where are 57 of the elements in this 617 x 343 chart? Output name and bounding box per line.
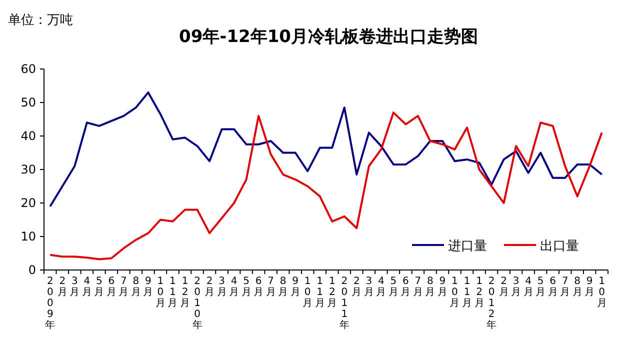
xtick: 2012年 [486, 276, 497, 331]
ylabel: 单位：万吨 [8, 13, 73, 28]
xtick: 7月 [560, 276, 570, 298]
xtick: 6月 [400, 276, 411, 298]
xtick: 3月 [364, 276, 374, 298]
xtick: 10月 [155, 276, 166, 309]
xtick: 10月 [302, 276, 313, 309]
xtick: 5月 [241, 276, 252, 298]
xtick: 10月 [450, 276, 460, 309]
xtick: 6月 [548, 276, 558, 298]
xtick: 7月 [118, 276, 129, 298]
y-tick-label: 0 [28, 263, 36, 277]
xtick: 2月 [498, 276, 509, 298]
xtick: 9月 [584, 276, 595, 298]
xtick: 5月 [388, 276, 398, 298]
xtick: 3月 [216, 276, 227, 298]
xtick: 9月 [437, 276, 448, 298]
xtick: 11月 [168, 276, 178, 309]
xtick: 9月 [143, 276, 154, 298]
xtick: 8月 [278, 276, 288, 298]
xtick: 8月 [425, 276, 436, 298]
y-tick-label: 10 [20, 230, 36, 244]
xtick: 6月 [254, 276, 264, 298]
xtick: 4月 [229, 276, 240, 298]
xtick: 12月 [474, 276, 484, 309]
y-tick-label: 40 [20, 129, 36, 143]
xtick: 5月 [536, 276, 546, 298]
xtick: 2009年 [45, 276, 56, 331]
xtick: 6月 [106, 276, 116, 298]
xtick: 8月 [572, 276, 582, 298]
title: 09年-12年10月冷轧板卷进出口走势图 [178, 27, 478, 47]
xtick: 2月 [57, 276, 68, 298]
xtick: 2011年 [339, 276, 350, 331]
y-tick-label: 50 [20, 96, 36, 110]
xtick: 10月 [596, 276, 607, 309]
y-tick-label: 30 [20, 162, 36, 176]
xtick: 4月 [376, 276, 386, 298]
xtick: 3月 [70, 276, 80, 298]
xtick: 12月 [327, 276, 338, 309]
xtick: 8月 [130, 276, 141, 298]
xtick: 7月 [266, 276, 276, 298]
xtick: 4月 [523, 276, 534, 298]
legend: 出口量 [540, 239, 579, 254]
y-tick-label: 60 [20, 62, 36, 76]
legend: 进口量 [448, 239, 487, 254]
xtick: 7月 [412, 276, 423, 298]
xtick: 12月 [180, 276, 190, 309]
xtick: 11月 [314, 276, 325, 309]
xtick: 5月 [94, 276, 104, 298]
xtick: 9月 [290, 276, 300, 298]
y-tick-label: 20 [20, 196, 36, 210]
xtick: 11月 [462, 276, 472, 309]
xtick: 2月 [204, 276, 215, 298]
xtick: 3月 [511, 276, 522, 298]
xtick: 2010年 [192, 276, 202, 331]
xtick: 4月 [82, 276, 92, 298]
xtick: 2月 [352, 276, 362, 298]
